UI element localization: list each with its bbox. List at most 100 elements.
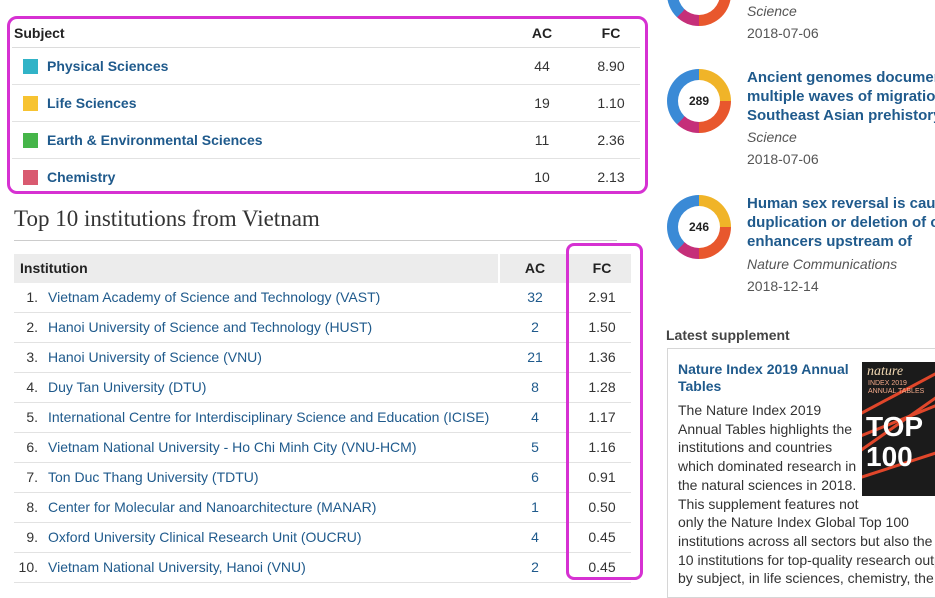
institution-row: 8. Center for Molecular and Nanoarchitec…	[14, 493, 631, 523]
subject-table: Subject AC FC Physical Sciences 44 8.90 …	[12, 20, 640, 195]
subject-color-swatch	[23, 96, 38, 111]
article-date: 2018-12-14	[747, 278, 819, 294]
institution-ac-link[interactable]: 5	[531, 439, 539, 455]
column-divider	[498, 254, 500, 283]
altmetric-score: 246	[678, 206, 720, 248]
institution-ac-link[interactable]: 6	[531, 469, 539, 485]
institution-row: 4. Duy Tan University (DTU) 8 1.28	[14, 373, 631, 403]
institution-link[interactable]: Hanoi University of Science and Technolo…	[48, 319, 373, 335]
cover-subtitle: INDEX 2019 ANNUAL TABLES	[868, 380, 925, 395]
supplement-text-line: only the Nature Index Global Top 100	[678, 514, 909, 531]
institution-ac-link[interactable]: 32	[527, 289, 543, 305]
subject-row: Chemistry 10 2.13	[12, 159, 640, 195]
supplement-description: The Nature Index 2019 Annual Tables high…	[678, 401, 935, 588]
institution-rank: 4.	[26, 379, 38, 395]
institution-rank: 10.	[18, 559, 38, 575]
article-title-link[interactable]: Ancient genomes documen multiple waves o…	[747, 68, 935, 125]
institution-rank: 1.	[26, 289, 38, 305]
institution-ac-link[interactable]: 4	[531, 409, 539, 425]
supplement-cover-image[interactable]: nature INDEX 2019 ANNUAL TABLES TOP 100	[862, 362, 935, 496]
ac-column-header: AC	[531, 25, 553, 41]
institution-link[interactable]: International Centre for Interdisciplina…	[48, 409, 490, 425]
subject-row: Earth & Environmental Sciences 11 2.36	[12, 122, 640, 159]
subject-column-header: Subject	[14, 25, 65, 41]
subject-fc: 2.13	[597, 169, 625, 185]
institutions-table-header: Institution AC FC	[14, 254, 631, 283]
subject-row: Physical Sciences 44 8.90	[12, 48, 640, 85]
institution-fc: 0.91	[588, 469, 616, 485]
institution-link[interactable]: Vietnam National University, Hanoi (VNU)	[48, 559, 306, 575]
subject-fc: 8.90	[597, 58, 625, 74]
supplement-text-line: institutions across all sectors but also…	[678, 532, 935, 549]
institution-fc: 0.45	[588, 559, 616, 575]
supplement-title-link[interactable]: Nature Index 2019 Annual Tables	[678, 361, 849, 394]
institution-link[interactable]: Vietnam Academy of Science and Technolog…	[48, 289, 381, 305]
cover-brand: nature	[867, 364, 904, 379]
institution-rank: 6.	[26, 439, 38, 455]
institution-ac-link[interactable]: 8	[531, 379, 539, 395]
article-journal: Science	[747, 129, 797, 145]
institution-rank: 9.	[26, 529, 38, 545]
subject-ac: 11	[534, 132, 550, 148]
article-title-line: enhancers upstream of	[747, 233, 913, 250]
institution-rank: 3.	[26, 349, 38, 365]
subject-table-highlight	[7, 16, 648, 194]
altmetric-donut[interactable]: 289	[667, 69, 731, 133]
fc-column-header: FC	[601, 25, 621, 41]
institution-fc: 2.91	[588, 289, 616, 305]
institution-ac-link[interactable]: 2	[531, 559, 539, 575]
fc-column-header: FC	[592, 260, 612, 276]
subject-fc: 1.10	[597, 95, 625, 111]
institution-fc: 1.17	[588, 409, 616, 425]
institution-row: 5. International Centre for Interdiscipl…	[14, 403, 631, 433]
institution-ac-link[interactable]: 21	[527, 349, 543, 365]
article-date: 2018-07-06	[747, 151, 819, 167]
supplement-text-line: Annual Tables highlights the	[678, 420, 853, 437]
article-date: 2018-07-06	[747, 25, 819, 41]
institution-link[interactable]: Center for Molecular and Nanoarchitectur…	[48, 499, 377, 515]
institution-rank: 2.	[26, 319, 38, 335]
institution-ac-link[interactable]: 4	[531, 529, 539, 545]
cover-headline: TOP 100	[866, 411, 923, 472]
supplement-text-line: institutions and countries	[678, 439, 833, 456]
subject-link[interactable]: Chemistry	[47, 169, 116, 185]
supplement-text-line: which dominated research in	[678, 458, 857, 475]
subject-ac: 44	[534, 58, 550, 74]
institution-link[interactable]: Ton Duc Thang University (TDTU)	[48, 469, 259, 485]
institution-row: 1. Vietnam Academy of Science and Techno…	[14, 283, 631, 313]
institution-row: 6. Vietnam National University - Ho Chi …	[14, 433, 631, 463]
subject-ac: 19	[534, 95, 550, 111]
institution-row: 7. Ton Duc Thang University (TDTU) 6 0.9…	[14, 463, 631, 493]
institution-row: 2. Hanoi University of Science and Techn…	[14, 313, 631, 343]
institution-link[interactable]: Hanoi University of Science (VNU)	[48, 349, 262, 365]
ac-column-header: AC	[524, 260, 546, 276]
institution-row: 10. Vietnam National University, Hanoi (…	[14, 553, 631, 583]
article-journal: Nature Communications	[747, 256, 898, 272]
altmetric-score: 289	[678, 80, 720, 122]
institution-ac-link[interactable]: 2	[531, 319, 539, 335]
subject-ac: 10	[534, 169, 550, 185]
fc-column-highlight	[566, 243, 643, 580]
article-title-line: Southeast Asian prehistory	[747, 107, 935, 124]
institution-link[interactable]: Oxford University Clinical Research Unit…	[48, 529, 362, 545]
subject-link[interactable]: Physical Sciences	[47, 58, 169, 74]
subject-color-swatch	[23, 59, 38, 74]
institution-fc: 0.45	[588, 529, 616, 545]
altmetric-donut[interactable]	[667, 0, 731, 26]
altmetric-score	[678, 0, 720, 15]
institution-fc: 1.50	[588, 319, 616, 335]
institution-ac-link[interactable]: 1	[531, 499, 539, 515]
subject-color-swatch	[23, 133, 38, 148]
altmetric-donut[interactable]: 246	[667, 195, 731, 259]
institution-fc: 1.16	[588, 439, 616, 455]
latest-supplement-label: Latest supplement	[666, 327, 790, 343]
institution-fc: 1.28	[588, 379, 616, 395]
subject-fc: 2.36	[597, 132, 625, 148]
institution-link[interactable]: Duy Tan University (DTU)	[48, 379, 207, 395]
article-journal: Science	[747, 3, 797, 19]
subject-link[interactable]: Earth & Environmental Sciences	[47, 132, 263, 148]
institution-rank: 8.	[26, 499, 38, 515]
subject-link[interactable]: Life Sciences	[47, 95, 137, 111]
institution-link[interactable]: Vietnam National University - Ho Chi Min…	[48, 439, 417, 455]
article-title-link[interactable]: Human sex reversal is caus duplication o…	[747, 194, 935, 251]
